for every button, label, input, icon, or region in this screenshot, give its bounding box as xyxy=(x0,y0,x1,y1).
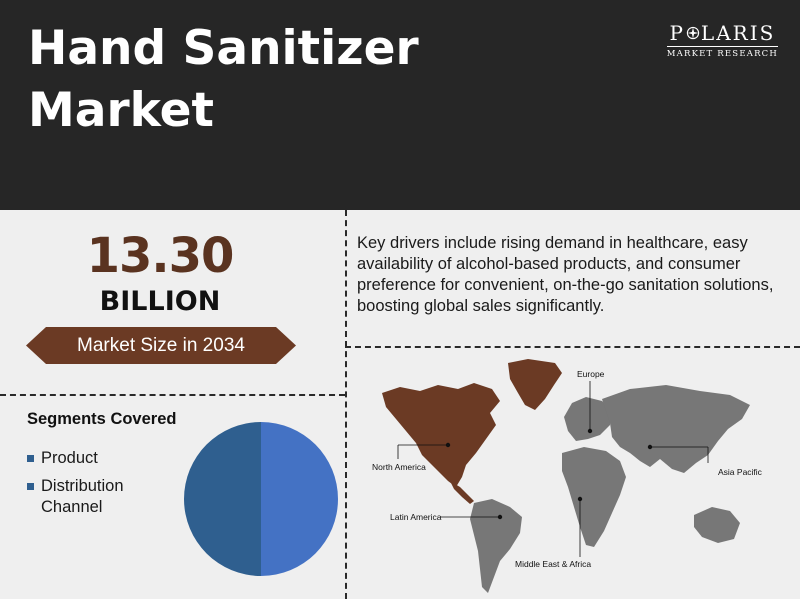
north-america-shape xyxy=(382,383,500,487)
polaris-logo: P LARIS MARKET RESEARCH xyxy=(666,21,778,59)
europe-shape xyxy=(564,397,612,441)
region-label-north-america: North America xyxy=(372,462,426,472)
pie-slice-product xyxy=(261,421,338,577)
region-label-latin-america: Latin America xyxy=(390,512,442,522)
title-line-2: Market xyxy=(28,83,215,138)
market-size-banner: Market Size in 2034 xyxy=(26,327,296,364)
key-drivers-text: Key drivers include rising demand in hea… xyxy=(357,234,774,315)
bullet-square-icon xyxy=(27,455,34,462)
left-horizontal-divider xyxy=(0,394,345,396)
australia-shape xyxy=(694,507,740,543)
logo-text-end: LARIS xyxy=(700,21,776,45)
header-banner: Hand Sanitizer Market P LARIS MARKET RES… xyxy=(0,0,800,210)
greenland-shape xyxy=(508,359,562,410)
segment-item: Distribution Channel xyxy=(27,476,167,518)
page-title: Hand Sanitizer Market xyxy=(28,18,419,142)
south-america-shape xyxy=(470,499,522,593)
market-size-unit: BILLION xyxy=(99,286,221,317)
logo-text-start: P xyxy=(669,21,685,45)
africa-shape xyxy=(562,447,626,547)
logo-subtitle: MARKET RESEARCH xyxy=(666,46,778,59)
asia-shape xyxy=(602,385,750,473)
segments-list: Product Distribution Channel xyxy=(27,448,167,525)
region-label-europe: Europe xyxy=(577,369,605,379)
segments-pie-chart xyxy=(184,421,338,577)
title-line-1: Hand Sanitizer xyxy=(28,21,419,76)
market-size-value: 13.30 xyxy=(86,228,235,284)
segments-title: Segments Covered xyxy=(27,410,177,428)
bullet-square-icon xyxy=(27,483,34,490)
right-horizontal-divider xyxy=(345,346,800,348)
map-callouts xyxy=(397,381,709,557)
region-label-middle-east-africa: Middle East & Africa xyxy=(515,559,591,569)
region-label-asia-pacific: Asia Pacific xyxy=(718,467,763,477)
central-america-shape xyxy=(450,481,474,504)
regional-world-map: North America Europe Asia Pacific Latin … xyxy=(372,359,763,593)
pie-slice-distribution-channel xyxy=(184,421,261,577)
vertical-divider xyxy=(345,210,347,599)
compass-star-icon xyxy=(686,26,700,40)
segment-item: Product xyxy=(27,448,167,469)
